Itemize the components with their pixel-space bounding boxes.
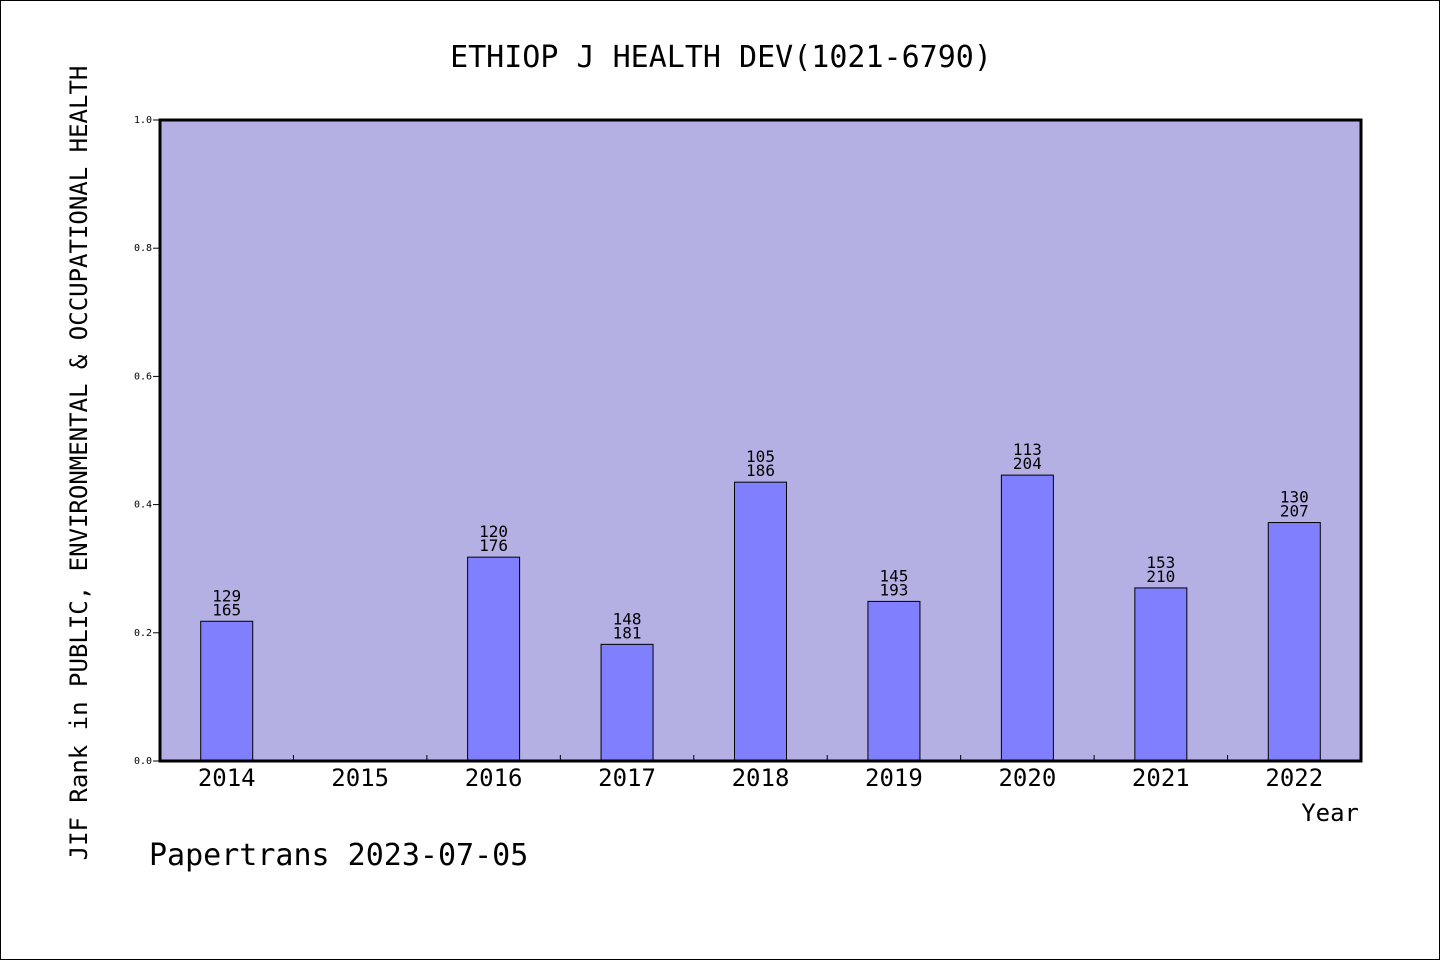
x-tick-label-2018: 2018	[732, 764, 790, 792]
x-tick-label-2017: 2017	[598, 764, 656, 792]
bar-2016	[467, 556, 521, 762]
bar-2022	[1267, 522, 1321, 762]
bar-rank-label-2020: 113	[1013, 440, 1042, 459]
bar-rank-label-2019: 145	[879, 566, 908, 585]
bar-total-label-2021: 210	[1146, 567, 1175, 586]
bar-total-label-2020: 204	[1013, 454, 1042, 473]
y-axis-label: JIF Rank in PUBLIC, ENVIRONMENTAL & OCCU…	[65, 66, 93, 861]
footer-credit: Papertrans 2023-07-05	[149, 838, 528, 873]
chart-title: ETHIOP J HEALTH DEV(1021-6790)	[450, 40, 992, 75]
bar-rank-label-2016: 120	[479, 522, 508, 541]
y-tick-label: 0.0	[134, 756, 152, 767]
y-tick-label: 0.6	[134, 371, 152, 382]
bar-rank-label-2014: 129	[212, 586, 241, 605]
bar-rank-label-2017: 148	[613, 609, 642, 628]
bar-total-label-2017: 181	[613, 623, 642, 642]
x-axis-label: Year	[1301, 799, 1359, 827]
bar-total-label-2018: 186	[746, 461, 775, 480]
bar-2020	[1000, 474, 1054, 762]
y-tick-label: 0.2	[134, 628, 152, 639]
bar-total-label-2022: 207	[1280, 502, 1309, 521]
plot-border	[158, 118, 1363, 763]
bar-total-label-2019: 193	[879, 580, 908, 599]
bar-rank-label-2021: 153	[1146, 553, 1175, 572]
bar-2018	[734, 481, 787, 762]
bar-total-label-2014: 165	[212, 600, 241, 619]
bar-total-label-2016: 176	[479, 536, 508, 555]
bar-2014	[200, 620, 254, 762]
x-tick-label-2014: 2014	[198, 764, 256, 792]
y-tick-label: 0.8	[134, 243, 152, 254]
x-tick-label-2020: 2020	[998, 764, 1056, 792]
x-tick-label-2021: 2021	[1132, 764, 1190, 792]
x-tick-label-2015: 2015	[331, 764, 389, 792]
x-tick-label-2022: 2022	[1265, 764, 1323, 792]
x-tick-label-2019: 2019	[865, 764, 923, 792]
bar-rank-label-2018: 105	[746, 447, 775, 466]
bar-2019	[867, 600, 921, 762]
y-tick-label: 1.0	[134, 115, 152, 126]
y-tick-label: 0.4	[134, 500, 152, 511]
bar-2017	[600, 643, 654, 762]
bar-rank-label-2022: 130	[1280, 488, 1309, 507]
x-tick-label-2016: 2016	[465, 764, 523, 792]
bar-2021	[1134, 587, 1188, 762]
